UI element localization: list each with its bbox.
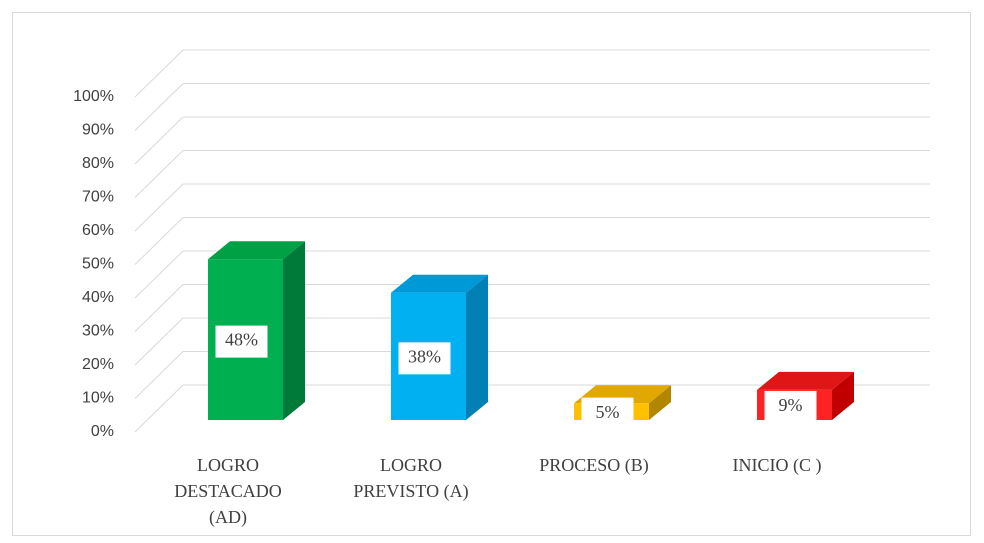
grid-line (134, 351, 184, 399)
bar-side (832, 371, 854, 420)
grid-line (134, 116, 184, 165)
grid-line (134, 150, 184, 198)
grid-line (134, 384, 184, 433)
y-tick-label: 90% (82, 122, 114, 139)
x-tick-label: INICIO (C ) (732, 455, 822, 475)
grid-line (134, 49, 184, 98)
grid-line (134, 83, 184, 131)
grid-line (134, 250, 184, 299)
grid-line (134, 317, 184, 366)
y-tick-label: 0% (91, 423, 114, 440)
x-tick-label: LOGRO PREVISTO (A) (353, 455, 469, 501)
value-label-box (581, 397, 634, 430)
bar-top (391, 274, 488, 293)
x-tick-label: LOGRO DESTACADO (AD) (174, 455, 282, 527)
value-label: 48% (225, 330, 258, 350)
y-tick-label: 30% (82, 323, 114, 340)
bar-top (757, 371, 854, 390)
y-tick-label: 50% (82, 256, 114, 273)
value-label-box (215, 325, 268, 358)
bar-side (466, 274, 488, 420)
y-tick-label: 80% (82, 155, 114, 172)
value-label: 9% (779, 395, 803, 415)
value-label-box (398, 342, 451, 375)
grid-line (134, 183, 184, 232)
y-tick-label: 60% (82, 222, 114, 239)
y-tick-label: 100% (73, 88, 114, 105)
bar-side (283, 241, 305, 420)
grid-line (134, 217, 184, 265)
grid-line (134, 284, 184, 332)
y-tick-label: 20% (82, 356, 114, 373)
chart-border (12, 12, 971, 536)
value-label-box (764, 390, 817, 423)
y-tick-label: 40% (82, 289, 114, 306)
value-label: 5% (596, 402, 620, 422)
x-tick-label: PROCESO (B) (539, 455, 649, 475)
y-tick-label: 10% (82, 390, 114, 407)
value-label: 38% (408, 346, 441, 366)
y-tick-label: 70% (82, 189, 114, 206)
bar-side (649, 385, 671, 420)
bar-top (208, 241, 305, 260)
